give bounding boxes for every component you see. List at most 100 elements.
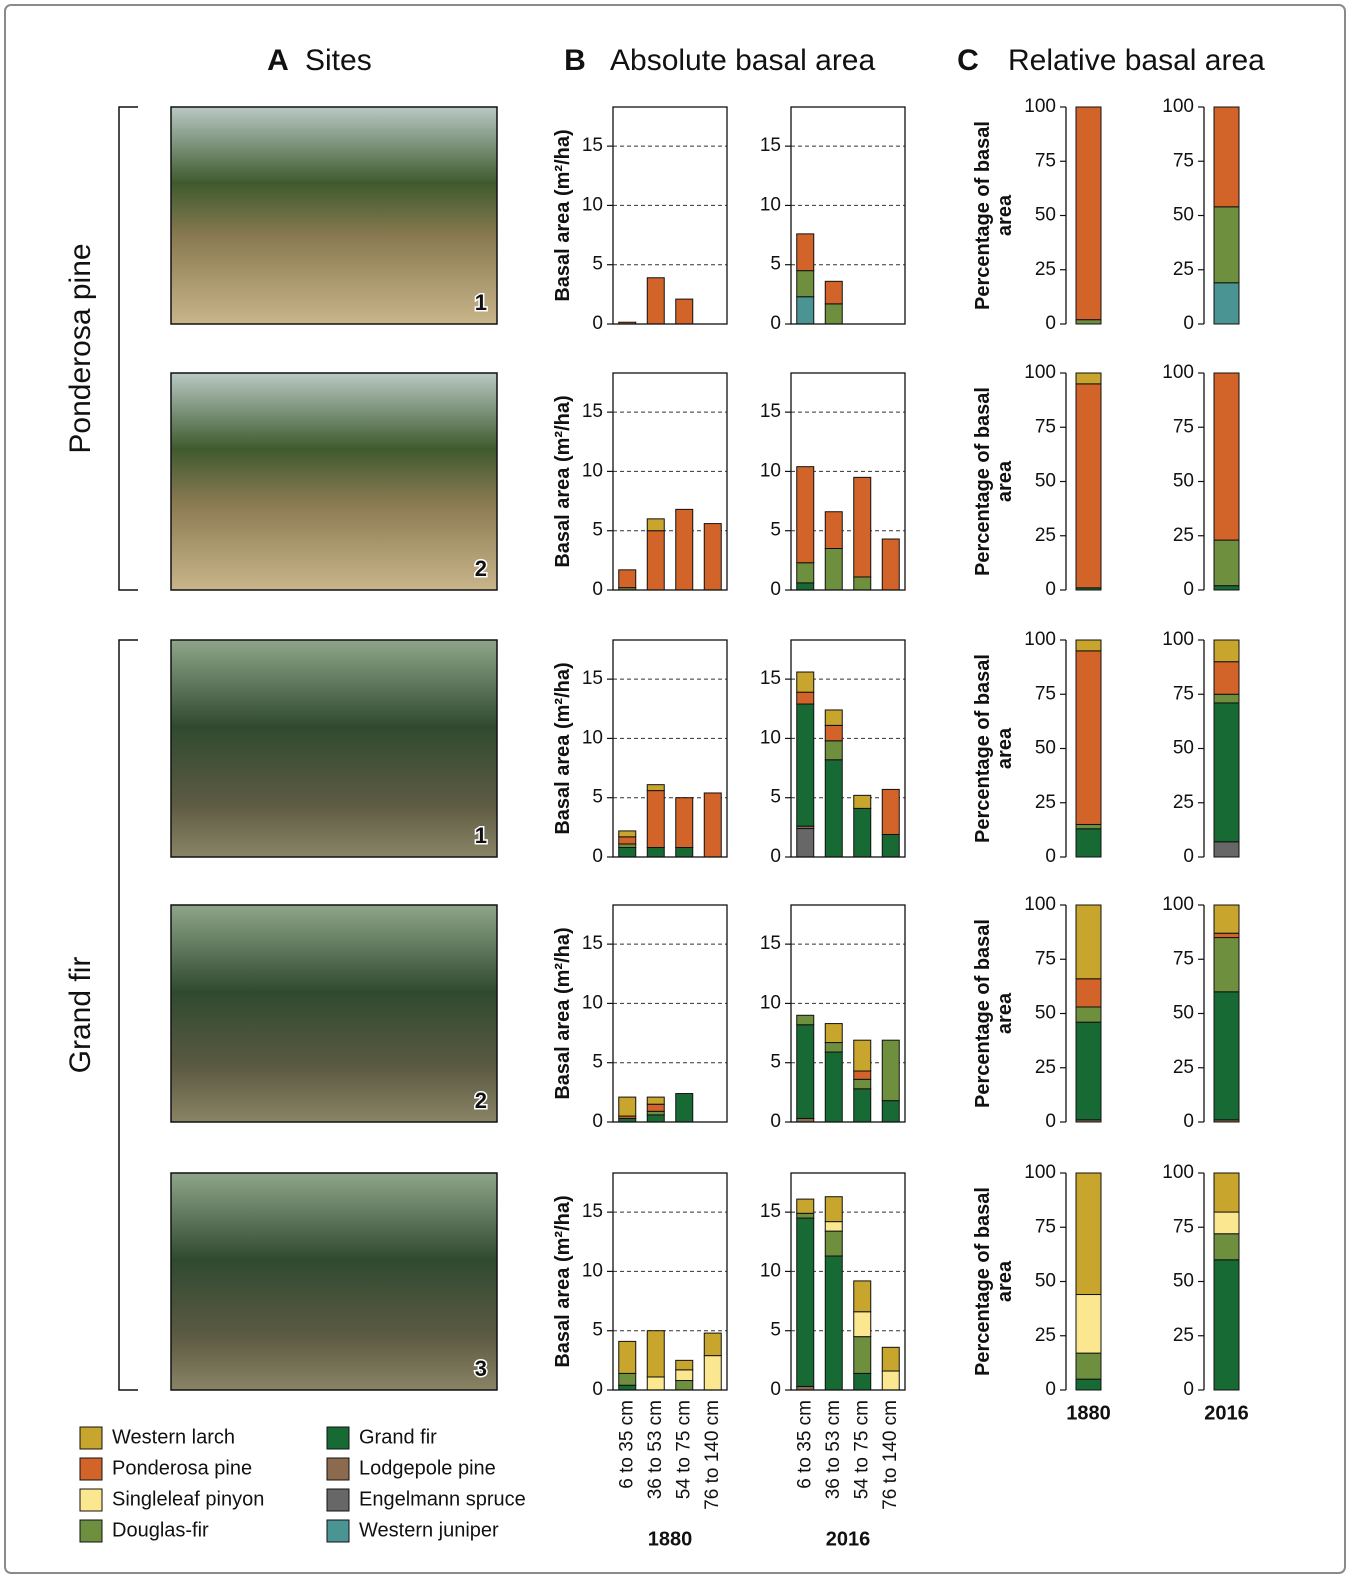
y-tick-label: 100	[1024, 1162, 1056, 1183]
y-tick-label: 0	[1045, 1111, 1056, 1132]
y-tick-label: 0	[592, 579, 603, 600]
bar-segment	[647, 791, 664, 848]
y-tick-label: 0	[1183, 846, 1194, 867]
bar-segment	[825, 1197, 842, 1222]
bar-segment	[676, 1370, 693, 1381]
y-axis-label: Percentage of basal area	[972, 914, 1016, 1114]
y-axis-label-box: Basal area (m²/ha)	[552, 367, 578, 597]
bar-segment	[854, 1071, 871, 1079]
bar-segment	[619, 1341, 636, 1373]
legend-label: Western larch	[112, 1426, 235, 1448]
bar-segment	[797, 234, 814, 271]
figure: ASitesBAbsolute basal areaCRelative basa…	[0, 0, 1350, 1578]
bar-segment	[1076, 905, 1101, 979]
y-tick-label: 50	[1173, 471, 1194, 492]
bar-segment	[854, 577, 871, 590]
bar-segment	[882, 539, 899, 590]
bar-segment	[1214, 992, 1239, 1120]
y-axis-label-box: Percentage of basal area	[972, 116, 1022, 316]
bar-segment	[1076, 979, 1101, 1007]
bar-segment	[797, 1213, 814, 1218]
bar-segment	[1214, 842, 1239, 857]
bar-segment	[647, 531, 664, 590]
bar-segment	[647, 1097, 664, 1104]
bar-segment	[797, 271, 814, 297]
bar-segment	[825, 1256, 842, 1390]
bar-segment	[882, 1371, 899, 1390]
bar-segment	[1076, 373, 1101, 384]
bar-segment	[797, 829, 814, 857]
y-tick-label: 10	[582, 992, 603, 1013]
bar-segment	[1214, 905, 1239, 933]
y-tick-label: 0	[1045, 313, 1056, 334]
y-tick-label: 5	[770, 520, 781, 541]
y-axis-label-box: Percentage of basal area	[972, 649, 1022, 849]
bar-segment	[854, 1373, 871, 1390]
x-tick-label: 1880	[1066, 1402, 1111, 1424]
y-tick-label: 0	[1045, 846, 1056, 867]
y-tick-label: 10	[582, 194, 603, 215]
bar-segment	[854, 795, 871, 808]
bar-segment	[619, 837, 636, 844]
bar-segment	[647, 1377, 664, 1390]
bar-segment	[1214, 373, 1239, 540]
bar-segment	[676, 299, 693, 324]
y-tick-label: 50	[1173, 205, 1194, 226]
bar-segment	[797, 563, 814, 583]
bar-segment	[825, 512, 842, 549]
bar-segment	[882, 789, 899, 834]
legend-label: Lodgepole pine	[359, 1457, 496, 1479]
y-axis-label-group: Basal area (m²/ha)	[552, 899, 578, 1129]
bar-segment	[647, 848, 664, 857]
y-tick-label: 5	[770, 254, 781, 275]
bar-segment	[854, 1312, 871, 1337]
plot-frame	[613, 107, 727, 324]
y-tick-label: 25	[1173, 1057, 1194, 1078]
bar-segment	[1076, 1173, 1101, 1295]
bar-segment	[825, 548, 842, 590]
bar-segment	[854, 1281, 871, 1312]
bar-segment	[647, 1104, 664, 1111]
bar-segment	[619, 570, 636, 588]
bar-segment	[1214, 933, 1239, 937]
bar-segment	[647, 1111, 664, 1115]
y-tick-label: 15	[582, 933, 603, 954]
y-tick-label: 0	[592, 313, 603, 334]
y-axis-label-group: Percentage of basal area	[972, 649, 1022, 849]
y-tick-label: 0	[770, 579, 781, 600]
y-tick-label: 25	[1035, 1057, 1056, 1078]
site-photo	[171, 640, 497, 857]
y-axis-label-group: Percentage of basal area	[972, 1182, 1022, 1382]
group-label: Ponderosa pine	[64, 243, 97, 453]
y-axis-label: Percentage of basal area	[972, 649, 1016, 849]
y-tick-label: 25	[1035, 525, 1056, 546]
y-axis-label: Basal area (m²/ha)	[552, 367, 574, 597]
bar-segment	[619, 1373, 636, 1385]
y-tick-label: 10	[582, 460, 603, 481]
bar-segment	[676, 798, 693, 848]
legend-label: Singleleaf pinyon	[112, 1488, 264, 1510]
bar-segment	[882, 1040, 899, 1100]
bar-segment	[882, 1347, 899, 1371]
bar-segment	[797, 704, 814, 826]
y-tick-label: 15	[760, 668, 781, 689]
x-tick-label: 6 to 35 cm	[616, 1400, 637, 1489]
y-axis-label: Percentage of basal area	[972, 1182, 1016, 1382]
x-axis-label: 2016	[826, 1528, 871, 1550]
y-tick-label: 75	[1173, 1216, 1194, 1237]
y-tick-label: 75	[1035, 948, 1056, 969]
x-axis-label: 1880	[648, 1528, 693, 1550]
bar-segment	[704, 1333, 721, 1356]
x-tick-label: 6 to 35 cm	[794, 1400, 815, 1489]
y-tick-label: 50	[1173, 1003, 1194, 1024]
site-number: 2	[475, 556, 487, 581]
bar-segment	[676, 509, 693, 590]
x-tick-label: 36 to 53 cm	[645, 1400, 666, 1499]
y-tick-label: 75	[1173, 150, 1194, 171]
y-tick-label: 25	[1173, 1325, 1194, 1346]
bar-segment	[1214, 1260, 1239, 1390]
y-tick-label: 50	[1035, 1003, 1056, 1024]
bar-segment	[854, 1040, 871, 1071]
site-photo	[171, 373, 497, 590]
legend-label: Western juniper	[359, 1519, 499, 1541]
